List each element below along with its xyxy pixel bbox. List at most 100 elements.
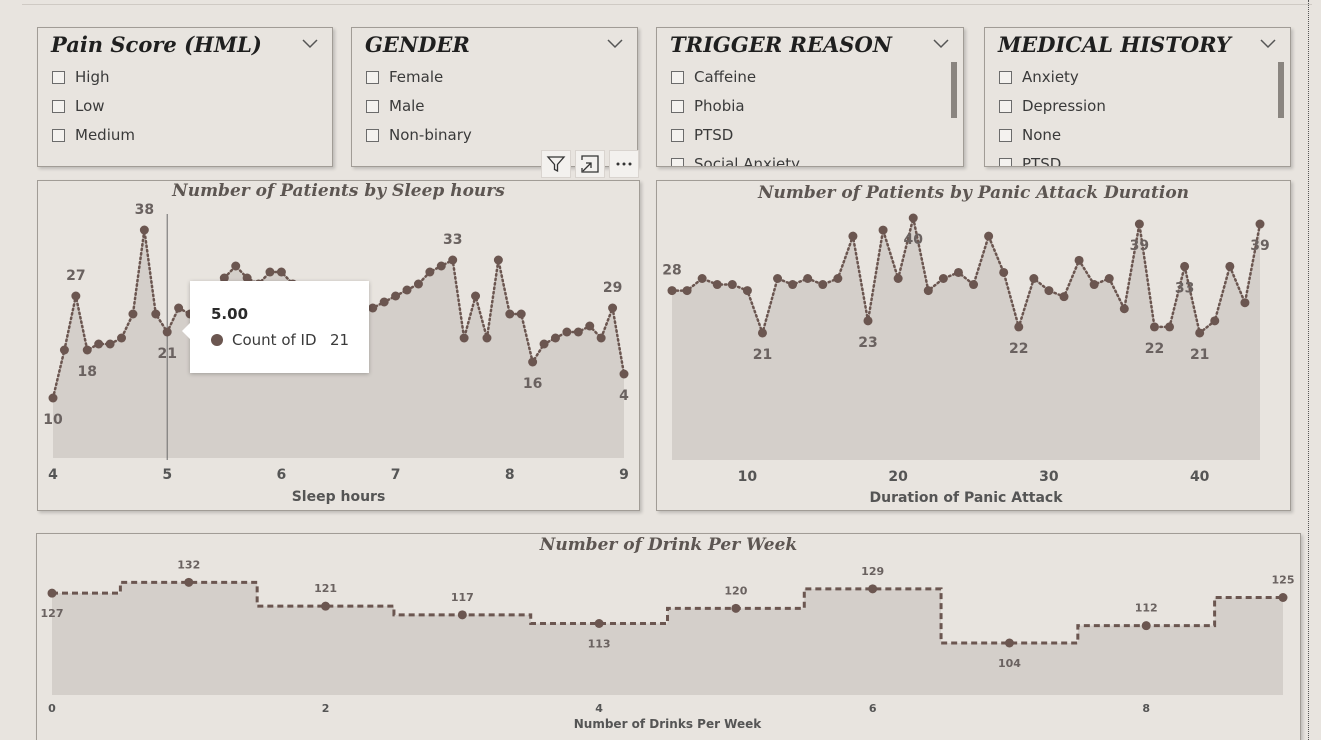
data-point: [742, 286, 752, 296]
checkbox[interactable]: [671, 99, 684, 113]
data-point: [1210, 316, 1220, 326]
slicer-title: Pain Score (HML): [51, 32, 262, 57]
checkbox[interactable]: [671, 157, 684, 166]
data-label: 16: [523, 376, 542, 392]
slicer-option-label: Low: [75, 97, 105, 115]
x-tick-label: 20: [888, 469, 908, 485]
data-point: [1074, 255, 1084, 265]
checkbox[interactable]: [999, 128, 1012, 142]
slicer-option-label: PTSD: [694, 126, 734, 144]
data-point: [585, 321, 595, 331]
data-point: [413, 279, 423, 289]
visual-toolbar: [541, 150, 643, 178]
data-label: 18: [78, 364, 97, 380]
data-label: 132: [177, 558, 200, 571]
data-point: [402, 285, 412, 295]
x-axis-label: Sleep hours: [292, 489, 386, 505]
data-point: [71, 291, 81, 301]
canvas-border: [1308, 0, 1309, 740]
x-tick-label: 8: [505, 467, 515, 483]
more-options-icon: [616, 162, 632, 166]
data-point: [539, 339, 549, 349]
slicer-gender[interactable]: GENDER Female Male Non-binary: [351, 27, 638, 167]
x-axis-label: Duration of Panic Attack: [869, 490, 1063, 506]
data-point: [818, 280, 828, 290]
slicer-option[interactable]: PTSD: [999, 154, 1061, 166]
data-point: [938, 274, 948, 283]
checkbox[interactable]: [366, 128, 379, 142]
data-label: 104: [998, 657, 1021, 670]
data-label: 117: [451, 591, 474, 604]
data-point: [1195, 328, 1205, 338]
data-label: 21: [753, 347, 772, 363]
data-label: 27: [66, 268, 85, 284]
slicer-option[interactable]: None: [999, 125, 1061, 145]
panic-duration-chart-title: Number of Patients by Panic Attack Durat…: [757, 183, 1190, 203]
data-point: [321, 601, 331, 611]
more-options-button[interactable]: [609, 150, 639, 178]
slicer-option-label: Social Anxiety: [694, 155, 801, 167]
slicer-option-label: Phobia: [694, 97, 745, 115]
slicer-option[interactable]: Medium: [52, 125, 135, 145]
focus-mode-button[interactable]: [575, 150, 605, 178]
slicer-option[interactable]: Non-binary: [366, 125, 472, 145]
checkbox[interactable]: [366, 99, 379, 113]
data-point: [459, 333, 469, 343]
data-point: [1119, 304, 1129, 314]
data-label: 125: [1272, 574, 1295, 587]
slicer-option[interactable]: PTSD: [671, 125, 733, 145]
slicer-option[interactable]: High: [52, 67, 109, 87]
data-point: [550, 333, 560, 343]
slicer-trigger-reason[interactable]: TRIGGER REASON Caffeine Phobia PTSD Social A…: [656, 27, 964, 167]
chevron-down-icon[interactable]: [933, 39, 949, 49]
checkbox[interactable]: [52, 99, 65, 113]
data-point: [682, 286, 692, 296]
data-point: [82, 345, 92, 355]
data-point: [1104, 274, 1114, 283]
chevron-down-icon[interactable]: [302, 39, 318, 49]
slicer-option[interactable]: Low: [52, 96, 105, 116]
checkbox[interactable]: [999, 99, 1012, 113]
slicer-option-label: Medium: [75, 126, 135, 144]
data-label: 129: [861, 565, 884, 578]
checkbox[interactable]: [52, 128, 65, 142]
checkbox[interactable]: [999, 70, 1012, 84]
data-label: 22: [1145, 341, 1164, 357]
checkbox[interactable]: [52, 70, 65, 84]
slicer-scrollbar[interactable]: [1278, 62, 1284, 118]
slicer-option[interactable]: Anxiety: [999, 67, 1079, 87]
x-tick-label: 4: [48, 467, 58, 483]
data-point: [425, 267, 435, 277]
data-point: [493, 255, 503, 265]
x-tick-label: 30: [1039, 469, 1059, 485]
checkbox[interactable]: [671, 128, 684, 142]
chevron-down-icon[interactable]: [607, 39, 623, 49]
checkbox[interactable]: [999, 157, 1012, 166]
slicer-pain-score[interactable]: Pain Score (HML) High Low Medium: [37, 27, 333, 167]
slicer-medical-history[interactable]: MEDICAL HISTORY Anxiety Depression None PTSD: [984, 27, 1291, 167]
data-point: [265, 267, 275, 277]
data-point: [128, 309, 138, 319]
slicer-option[interactable]: Phobia: [671, 96, 745, 116]
checkbox[interactable]: [366, 70, 379, 84]
series-line: [670, 217, 1262, 338]
data-point: [391, 291, 401, 301]
slicer-option[interactable]: Depression: [999, 96, 1106, 116]
data-point: [848, 231, 858, 241]
slicer-scrollbar[interactable]: [951, 62, 957, 118]
slicer-option[interactable]: Male: [366, 96, 425, 116]
data-point: [908, 213, 918, 223]
chevron-down-icon[interactable]: [1260, 39, 1276, 49]
filter-button[interactable]: [541, 150, 571, 178]
data-label: 113: [588, 638, 611, 651]
slicer-option[interactable]: Social Anxiety: [671, 154, 801, 167]
slicer-option[interactable]: Female: [366, 67, 443, 87]
data-point: [594, 619, 604, 628]
data-point: [1059, 292, 1069, 302]
data-point: [878, 225, 888, 235]
data-label: 33: [443, 232, 462, 248]
data-point: [436, 261, 446, 271]
data-point: [1278, 593, 1288, 602]
checkbox[interactable]: [671, 70, 684, 84]
slicer-option[interactable]: Caffeine: [671, 67, 756, 87]
